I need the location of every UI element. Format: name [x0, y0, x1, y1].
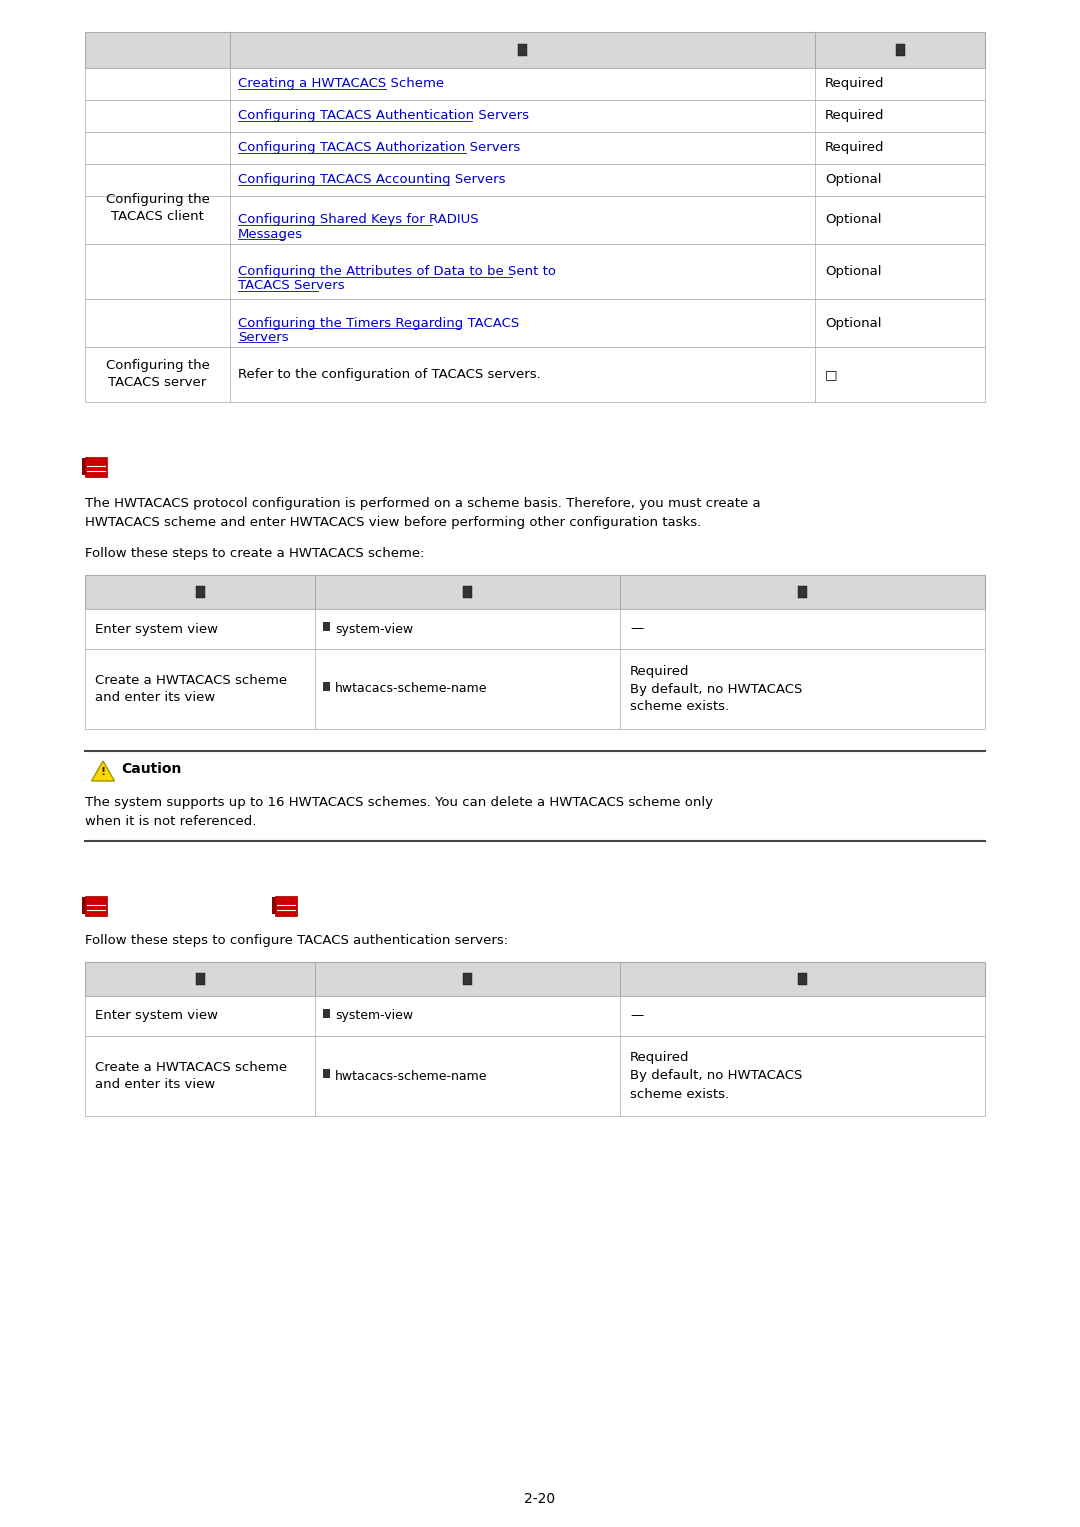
Text: The system supports up to 16 HWTACACS schemes. You can delete a HWTACACS scheme : The system supports up to 16 HWTACACS sc…: [85, 796, 713, 828]
Text: Configuring the Attributes of Data to be Sent to: Configuring the Attributes of Data to be…: [238, 266, 556, 278]
Bar: [85, 299, 985, 347]
Text: The HWTACACS protocol configuration is performed on a scheme basis. Therefore, y: The HWTACACS protocol configuration is p…: [85, 496, 760, 528]
Bar: [798, 973, 807, 985]
Text: hwtacacs-scheme-name: hwtacacs-scheme-name: [335, 1069, 487, 1083]
Bar: [195, 973, 205, 985]
Bar: [85, 69, 985, 99]
Text: Optional: Optional: [825, 266, 881, 278]
Bar: [82, 458, 87, 475]
Text: !: !: [100, 767, 106, 777]
Text: Required: Required: [825, 142, 885, 154]
Bar: [85, 896, 107, 916]
Bar: [323, 1069, 330, 1078]
Bar: [323, 1009, 330, 1019]
Bar: [85, 576, 985, 609]
Text: Required: Required: [825, 78, 885, 90]
Bar: [85, 609, 985, 649]
Text: Enter system view: Enter system view: [95, 623, 218, 635]
Text: Configuring TACACS Authorization Servers: Configuring TACACS Authorization Servers: [238, 142, 521, 154]
Bar: [85, 32, 985, 69]
Polygon shape: [92, 760, 114, 780]
Text: system-view: system-view: [335, 623, 414, 635]
Text: Configuring the
TACACS client: Configuring the TACACS client: [106, 192, 210, 223]
Text: Enter system view: Enter system view: [95, 1009, 218, 1023]
Text: Configuring Shared Keys for RADIUS: Configuring Shared Keys for RADIUS: [238, 214, 478, 226]
Bar: [272, 896, 276, 915]
Text: hwtacacs-scheme-name: hwtacacs-scheme-name: [335, 683, 487, 695]
Bar: [85, 649, 985, 728]
Bar: [896, 44, 905, 56]
Text: Create a HWTACACS scheme
and enter its view: Create a HWTACACS scheme and enter its v…: [95, 673, 287, 704]
Text: Optional: Optional: [825, 174, 881, 186]
Bar: [463, 586, 472, 599]
Text: □: □: [825, 368, 837, 382]
Text: Optional: Optional: [825, 214, 881, 226]
Bar: [85, 457, 107, 476]
Text: Refer to the configuration of TACACS servers.: Refer to the configuration of TACACS ser…: [238, 368, 541, 382]
Text: Servers: Servers: [238, 331, 288, 344]
Text: Configuring the
TACACS server: Configuring the TACACS server: [106, 359, 210, 389]
Bar: [85, 962, 985, 996]
Text: TACACS Servers: TACACS Servers: [238, 279, 345, 292]
Bar: [323, 621, 330, 631]
Bar: [85, 347, 985, 402]
Bar: [85, 996, 985, 1035]
Text: Optional: Optional: [825, 316, 881, 330]
Bar: [518, 44, 527, 56]
Text: Follow these steps to create a HWTACACS scheme:: Follow these steps to create a HWTACACS …: [85, 547, 424, 560]
Bar: [323, 683, 330, 692]
Text: Follow these steps to configure TACACS authentication servers:: Follow these steps to configure TACACS a…: [85, 935, 508, 947]
Text: Required
By default, no HWTACACS
scheme exists.: Required By default, no HWTACACS scheme …: [630, 1052, 802, 1101]
Text: system-view: system-view: [335, 1009, 414, 1023]
Text: Messages: Messages: [238, 228, 303, 241]
Bar: [85, 195, 985, 244]
Bar: [798, 586, 807, 599]
Bar: [85, 131, 985, 163]
Bar: [85, 1035, 985, 1116]
Text: Configuring TACACS Authentication Servers: Configuring TACACS Authentication Server…: [238, 110, 529, 122]
Text: Required: Required: [825, 110, 885, 122]
Text: Configuring TACACS Accounting Servers: Configuring TACACS Accounting Servers: [238, 174, 505, 186]
Bar: [85, 244, 985, 299]
Bar: [195, 586, 205, 599]
Text: —: —: [630, 623, 644, 635]
Text: Caution: Caution: [121, 762, 181, 776]
Bar: [275, 896, 297, 916]
Text: Configuring the Timers Regarding TACACS: Configuring the Timers Regarding TACACS: [238, 316, 519, 330]
Text: Creating a HWTACACS Scheme: Creating a HWTACACS Scheme: [238, 78, 444, 90]
Text: 2-20: 2-20: [525, 1492, 555, 1506]
Bar: [85, 163, 985, 195]
Text: Create a HWTACACS scheme
and enter its view: Create a HWTACACS scheme and enter its v…: [95, 1061, 287, 1090]
Bar: [82, 896, 87, 915]
Bar: [85, 99, 985, 131]
Text: —: —: [630, 1009, 644, 1023]
Bar: [463, 973, 472, 985]
Text: Required
By default, no HWTACACS
scheme exists.: Required By default, no HWTACACS scheme …: [630, 664, 802, 713]
